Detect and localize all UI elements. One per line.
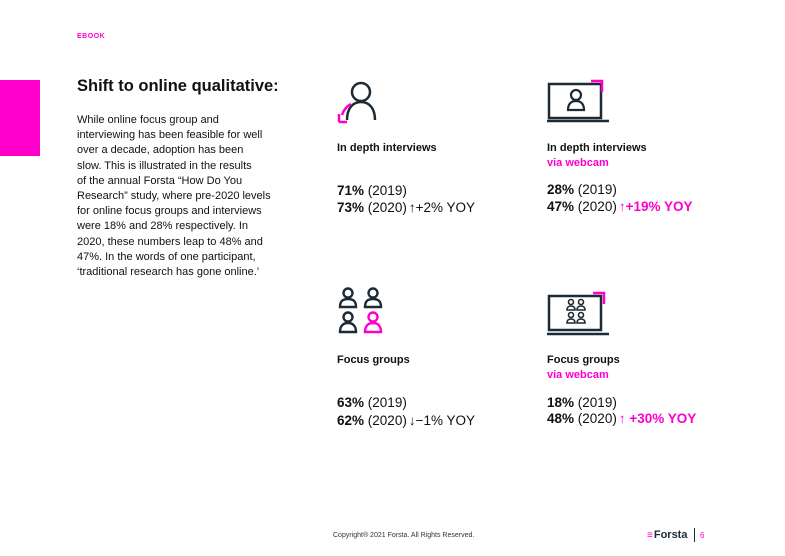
stat-year: (2020) [577, 411, 617, 426]
arrow-down-icon: ↓ [408, 413, 416, 428]
stat-year: (2019) [367, 183, 407, 198]
intro-line: While online focus group and [77, 114, 219, 126]
yoy-change: +19% YOY [625, 199, 693, 214]
card-title: In depth interviews [337, 142, 437, 154]
card-subtitle: via webcam [547, 369, 609, 381]
arrow-up-icon: ↑ [618, 411, 626, 426]
stat-value: 71% [337, 183, 365, 198]
stat-2019: 28% (2019) [547, 181, 617, 198]
stat-year: (2020) [367, 200, 407, 215]
stat-value: 28% [547, 182, 575, 197]
forsta-logo-mark-icon: ≡ [647, 529, 653, 541]
stat-value: 48% [547, 411, 575, 426]
stat-2019: 63% (2019) [337, 394, 407, 411]
group-icon [338, 287, 383, 334]
page-number: 6 [700, 531, 705, 540]
stat-card-focus-groups-webcam: Focus groups via webcam 18% (2019) 48% (… [547, 290, 747, 440]
intro-line: over a decade, adoption has been [77, 144, 244, 157]
intro-line: Research” study, where pre-2020 levels [77, 190, 271, 203]
stat-card-focus-groups: Focus groups 63% (2019) 62% (2020) ↓−1% Y… [337, 286, 537, 436]
forsta-logo: ≡ Forsta [647, 529, 687, 541]
intro-line: ‘traditional research has gone online.’ [77, 266, 260, 279]
intro-line: were 18% and 28% respectively. In [77, 220, 248, 233]
intro-line: slow. This is illustrated in the results [77, 159, 252, 172]
intro-line: 47%. In the words of one participant, [77, 250, 256, 263]
webcam-group-icon [547, 291, 609, 336]
accent-bar [0, 80, 40, 156]
stat-2020: 62% (2020) ↓−1% YOY [337, 412, 475, 429]
stat-2019: 71% (2019) [337, 182, 407, 199]
stat-card-interviews-webcam: In depth interviews via webcam 28% (2019… [547, 78, 747, 228]
arrow-up-icon: ↑ [618, 199, 626, 214]
stat-value: 63% [337, 395, 365, 410]
stat-year: (2019) [577, 182, 617, 197]
stat-value: 18% [547, 395, 575, 410]
logo-text: Forsta [653, 529, 688, 541]
copyright-text: Copyright® 2021 Forsta. All Rights Reser… [333, 532, 475, 539]
stat-value: 47% [547, 199, 575, 214]
card-title: Focus groups [547, 354, 620, 366]
card-subtitle: via webcam [547, 157, 609, 169]
intro-line: 2020, these numbers leap to 48% and [77, 235, 263, 248]
stat-2020: 73% (2020) ↑+2% YOY [337, 199, 475, 216]
card-title: In depth interviews [547, 142, 647, 154]
stat-year: (2020) [577, 199, 617, 214]
person-icon [337, 81, 377, 124]
intro-line: for online focus groups and interviews [77, 205, 262, 218]
stat-value: 73% [337, 200, 365, 215]
webcam-person-icon [547, 79, 609, 123]
stat-year: (2020) [367, 413, 407, 428]
footer-divider [694, 528, 695, 542]
yoy-change: −1% YOY [415, 413, 475, 428]
stat-value: 62% [337, 413, 365, 428]
stat-2019: 18% (2019) [547, 394, 617, 411]
intro-paragraph: While online focus group and interviewin… [77, 113, 302, 280]
stat-year: (2019) [367, 395, 407, 410]
yoy-change: +30% YOY [629, 411, 697, 426]
section-heading: Shift to online qualitative: [77, 77, 279, 95]
stat-2020: 48% (2020) ↑ +30% YOY [547, 410, 696, 427]
intro-line: interviewing has been feasible for well [77, 129, 263, 142]
arrow-up-icon: ↑ [408, 200, 416, 215]
yoy-change: +2% YOY [415, 200, 475, 215]
ebook-label: EBOOK [77, 33, 106, 40]
stat-year: (2019) [577, 395, 617, 410]
stat-card-interviews: In depth interviews 71% (2019) 73% (2020… [337, 78, 537, 228]
intro-line: of the annual Forsta “How Do You [77, 174, 243, 187]
card-title: Focus groups [337, 354, 410, 366]
stat-2020: 47% (2020) ↑+19% YOY [547, 198, 693, 215]
